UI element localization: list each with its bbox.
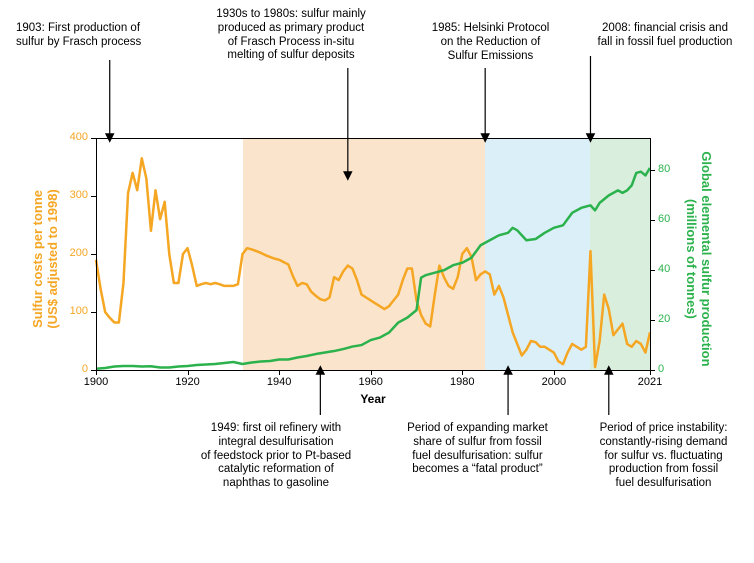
x-axis-title: Year — [343, 392, 403, 406]
annotation-bExp: Period of expanding market share of sulf… — [390, 422, 565, 477]
series-sulfur-cost — [96, 158, 650, 367]
sulfur-chart-figure: Sulfur costs per tonne (US$ adjusted to … — [0, 0, 754, 563]
x-tick-label: 1960 — [351, 376, 391, 388]
x-tick-label: 1920 — [168, 376, 208, 388]
y-left-tick-label: 300 — [54, 189, 88, 201]
annotation-a1903: 1903: First production of sulfur by Fras… — [16, 22, 156, 50]
y-right-tick-label: 80 — [658, 163, 688, 175]
y-right-tick-label: 60 — [658, 213, 688, 225]
annotation-a1985: 1985: Helsinki Protocol on the Reduction… — [418, 22, 563, 63]
x-tick-label: 2000 — [534, 376, 574, 388]
y-left-tick-label: 100 — [54, 305, 88, 317]
annotation-b1949: 1949: first oil refinery with integral d… — [176, 422, 376, 491]
y-right-tick-label: 20 — [658, 313, 688, 325]
x-tick-label: 1900 — [76, 376, 116, 388]
annotation-a2008: 2008: financial crisis and fall in fossi… — [580, 22, 750, 50]
annotation-a1930s: 1930s to 1980s: sulfur mainly produced a… — [186, 8, 396, 63]
y-left-tick-label: 400 — [54, 131, 88, 143]
y-left-tick-label: 200 — [54, 247, 88, 259]
x-tick-label: 2021 — [630, 376, 670, 388]
x-tick-label: 1980 — [442, 376, 482, 388]
y-left-tick-label: 0 — [54, 363, 88, 375]
annotation-bInst: Period of price instability: constantly-… — [576, 422, 751, 491]
y-right-tick-label: 0 — [658, 363, 688, 375]
x-tick-label: 1940 — [259, 376, 299, 388]
y-right-axis-title: Global elemental sulfur production (mill… — [683, 149, 713, 369]
series-sulfur-production — [96, 168, 650, 369]
y-right-tick-label: 40 — [658, 263, 688, 275]
